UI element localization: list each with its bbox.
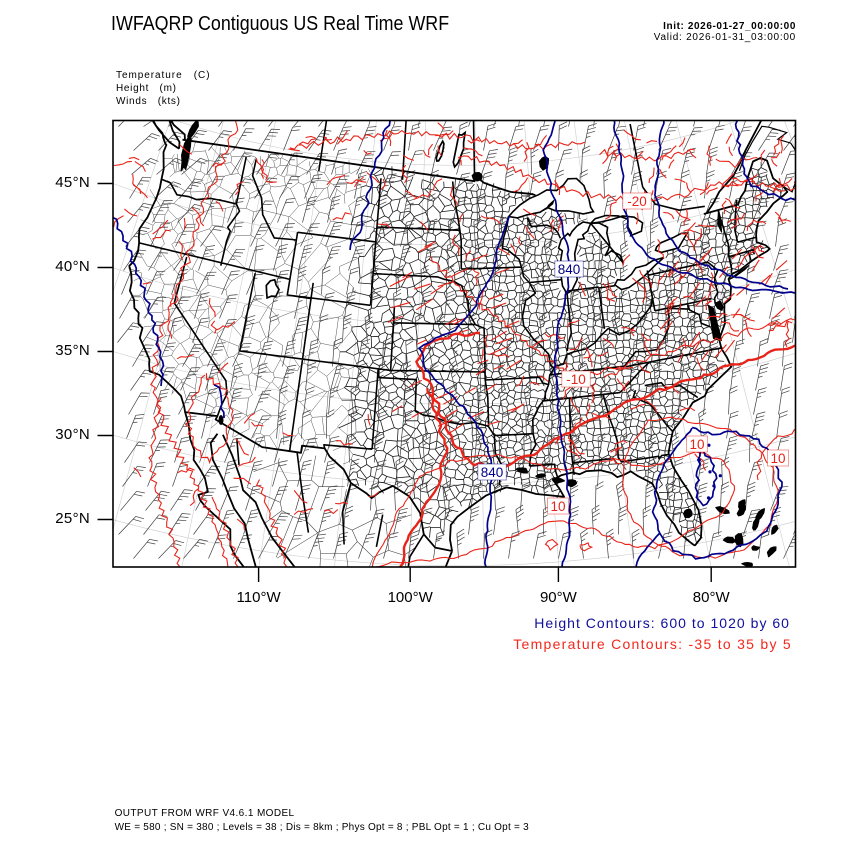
svg-text:-20: -20	[627, 194, 647, 209]
svg-text:840: 840	[481, 465, 504, 480]
svg-text:10: 10	[770, 451, 785, 466]
svg-text:10: 10	[550, 499, 565, 514]
svg-text:-10: -10	[566, 372, 586, 387]
svg-text:840: 840	[558, 262, 581, 277]
svg-text:10: 10	[689, 437, 704, 452]
